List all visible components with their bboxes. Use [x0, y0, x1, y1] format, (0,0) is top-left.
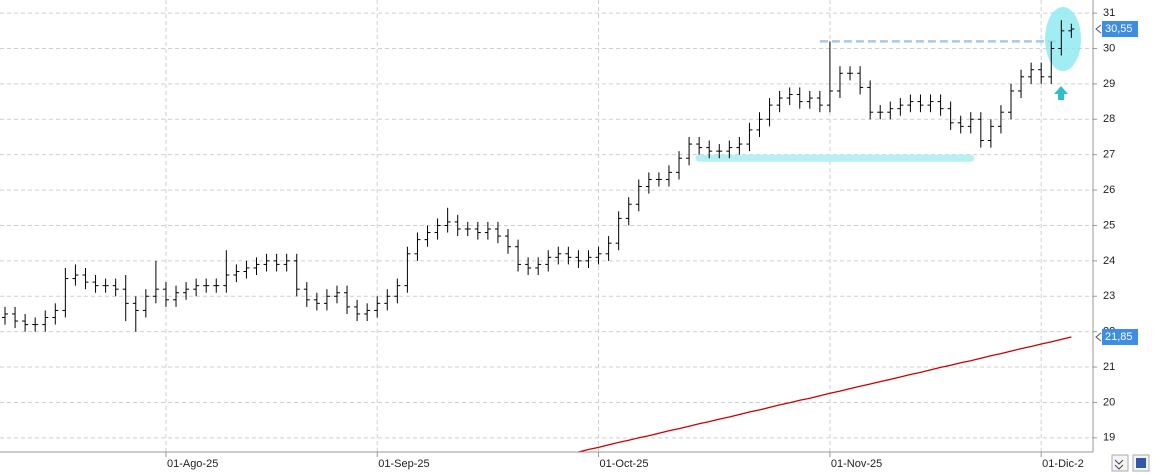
y-tick-label: 28: [1103, 113, 1115, 125]
y-tick-label: 23: [1103, 290, 1115, 302]
x-tick-label: 01-Oct-25: [600, 458, 649, 470]
plot: [2, 20, 1075, 453]
price-marker: [1095, 24, 1102, 34]
up-arrow: [1054, 86, 1068, 100]
price-marker: [1095, 332, 1102, 342]
y-tick-label: 27: [1103, 149, 1115, 161]
save-icon: [1136, 458, 1146, 468]
y-tick-label: 19: [1103, 432, 1115, 444]
grid: [0, 0, 1093, 452]
price-label-box: [1102, 328, 1138, 345]
x-tick-label: 01-Nov-25: [831, 458, 882, 470]
x-tick-label: 01-Dic-2: [1042, 458, 1084, 470]
y-tick-label: 20: [1103, 396, 1115, 408]
x-tick-label: 01-Ago-25: [167, 458, 218, 470]
moving-average: [578, 336, 1072, 453]
y-tick-label: 26: [1103, 184, 1115, 196]
highlight-ellipse: [1045, 7, 1081, 71]
y-tick-label: 24: [1103, 255, 1115, 267]
x-tick-label: 01-Sep-25: [378, 458, 429, 470]
y-tick-label: 29: [1103, 78, 1115, 90]
price-label: 21,85: [1105, 331, 1133, 343]
y-tick-label: 21: [1103, 361, 1115, 373]
y-tick-label: 30: [1103, 42, 1115, 54]
y-tick-label: 25: [1103, 219, 1115, 231]
zoom-icon: [1114, 459, 1124, 470]
price-label: 30,55: [1105, 23, 1133, 35]
y-tick-label: 31: [1103, 7, 1115, 19]
price-label-box: [1102, 21, 1138, 38]
